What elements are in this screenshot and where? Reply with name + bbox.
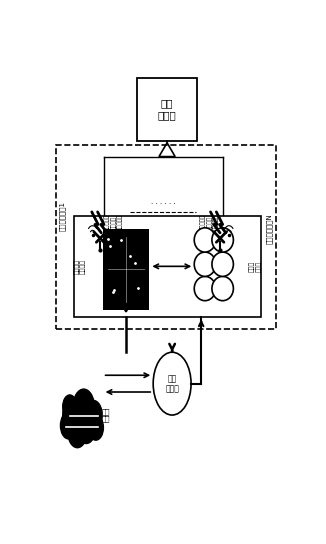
Text: 信息与能量
调制编码: 信息与能量 调制编码 — [200, 214, 212, 231]
Circle shape — [84, 400, 102, 430]
Text: 远程天线单元1: 远程天线单元1 — [59, 201, 66, 231]
Ellipse shape — [194, 252, 216, 276]
Circle shape — [63, 395, 77, 418]
Text: · · · · · ·: · · · · · · — [151, 201, 176, 207]
Ellipse shape — [212, 228, 233, 252]
Ellipse shape — [212, 276, 233, 301]
Circle shape — [73, 389, 94, 424]
Text: 基站
控制器: 基站 控制器 — [158, 98, 176, 120]
Ellipse shape — [212, 252, 233, 276]
Text: 远程天线单元N: 远程天线单元N — [266, 213, 273, 244]
Text: 数字基带
信号处理: 数字基带 信号处理 — [74, 259, 86, 274]
Text: 蜂窝
网络: 蜂窝 网络 — [101, 408, 110, 422]
Circle shape — [63, 399, 82, 431]
Circle shape — [68, 416, 87, 448]
Ellipse shape — [194, 228, 216, 252]
Circle shape — [88, 415, 103, 440]
Circle shape — [77, 412, 96, 443]
FancyBboxPatch shape — [74, 216, 260, 317]
Text: 能量共
享单元: 能量共 享单元 — [249, 261, 261, 272]
Circle shape — [153, 352, 191, 415]
Text: 向性传输路: 向性传输路 — [118, 214, 123, 231]
FancyBboxPatch shape — [103, 228, 149, 310]
Text: 共享
能源池: 共享 能源池 — [165, 374, 179, 393]
FancyBboxPatch shape — [137, 78, 198, 141]
Text: 向性传输路: 向性传输路 — [214, 214, 219, 231]
Circle shape — [60, 412, 77, 439]
Ellipse shape — [194, 276, 216, 301]
Text: 信息与能量
调制编码: 信息与能量 调制编码 — [104, 214, 116, 231]
